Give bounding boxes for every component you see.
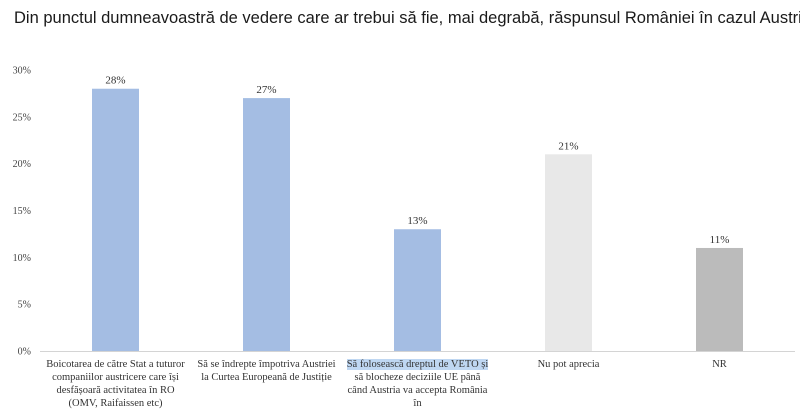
x-category-label-line: la Curtea Europeană de Justiție — [201, 372, 332, 383]
y-axis: 0% 5% 10% 15% 20% 25% 30% — [13, 66, 31, 358]
data-labels-group: 28% 27% 13% 21% 11% — [105, 75, 729, 246]
y-tick-label: 30% — [13, 66, 31, 77]
x-category-label: Să folosească dreptul de VETO și să bloch… — [343, 358, 493, 410]
bar — [545, 154, 592, 351]
chart-title: Din punctul dumneavoastră de vedere care… — [14, 9, 800, 27]
x-category-label: NR — [645, 358, 795, 371]
data-label: 13% — [407, 215, 427, 227]
x-category-label-line: NR — [712, 359, 727, 370]
x-category-label-line: companiilor austricere care își — [52, 372, 179, 383]
y-tick-label: 10% — [13, 253, 31, 264]
y-tick-label: 5% — [18, 300, 31, 311]
data-label: 21% — [558, 140, 578, 152]
x-category-label-line: (OMV, Raifaissen etc) — [68, 398, 163, 409]
bars-group — [92, 88, 743, 351]
x-category-label-line: Să se îndrepte împotriva Austriei — [197, 359, 336, 370]
x-category-label-line: să blocheze deciziile UE până — [354, 372, 481, 383]
x-category-label-line: Să folosească dreptul de VETO și — [346, 359, 489, 370]
data-label: 27% — [256, 84, 276, 96]
x-category-label-line: când Austria va accepta România — [347, 385, 488, 396]
y-tick-label: 25% — [13, 112, 31, 123]
bar — [394, 229, 441, 351]
y-tick-label: 20% — [13, 159, 31, 170]
x-category-label: Nu pot aprecia — [494, 358, 644, 371]
x-category-label-line: în — [413, 398, 422, 409]
x-category-label: Boicotarea de către Stat a tuturor compan… — [41, 358, 191, 410]
x-category-label-line: desfășoară activitatea în RO — [56, 385, 175, 396]
x-category-label-line: Boicotarea de către Stat a tuturor — [46, 359, 185, 370]
bar — [92, 88, 139, 351]
bar — [696, 247, 743, 351]
bar — [243, 98, 290, 351]
x-category-label: Să se îndrepte împotriva Austriei la Curt… — [192, 358, 342, 384]
y-tick-label: 15% — [13, 206, 31, 217]
data-label: 28% — [105, 75, 125, 87]
y-tick-label: 0% — [18, 347, 31, 358]
x-category-label-line: Nu pot aprecia — [537, 359, 600, 370]
data-label: 11% — [710, 234, 730, 246]
